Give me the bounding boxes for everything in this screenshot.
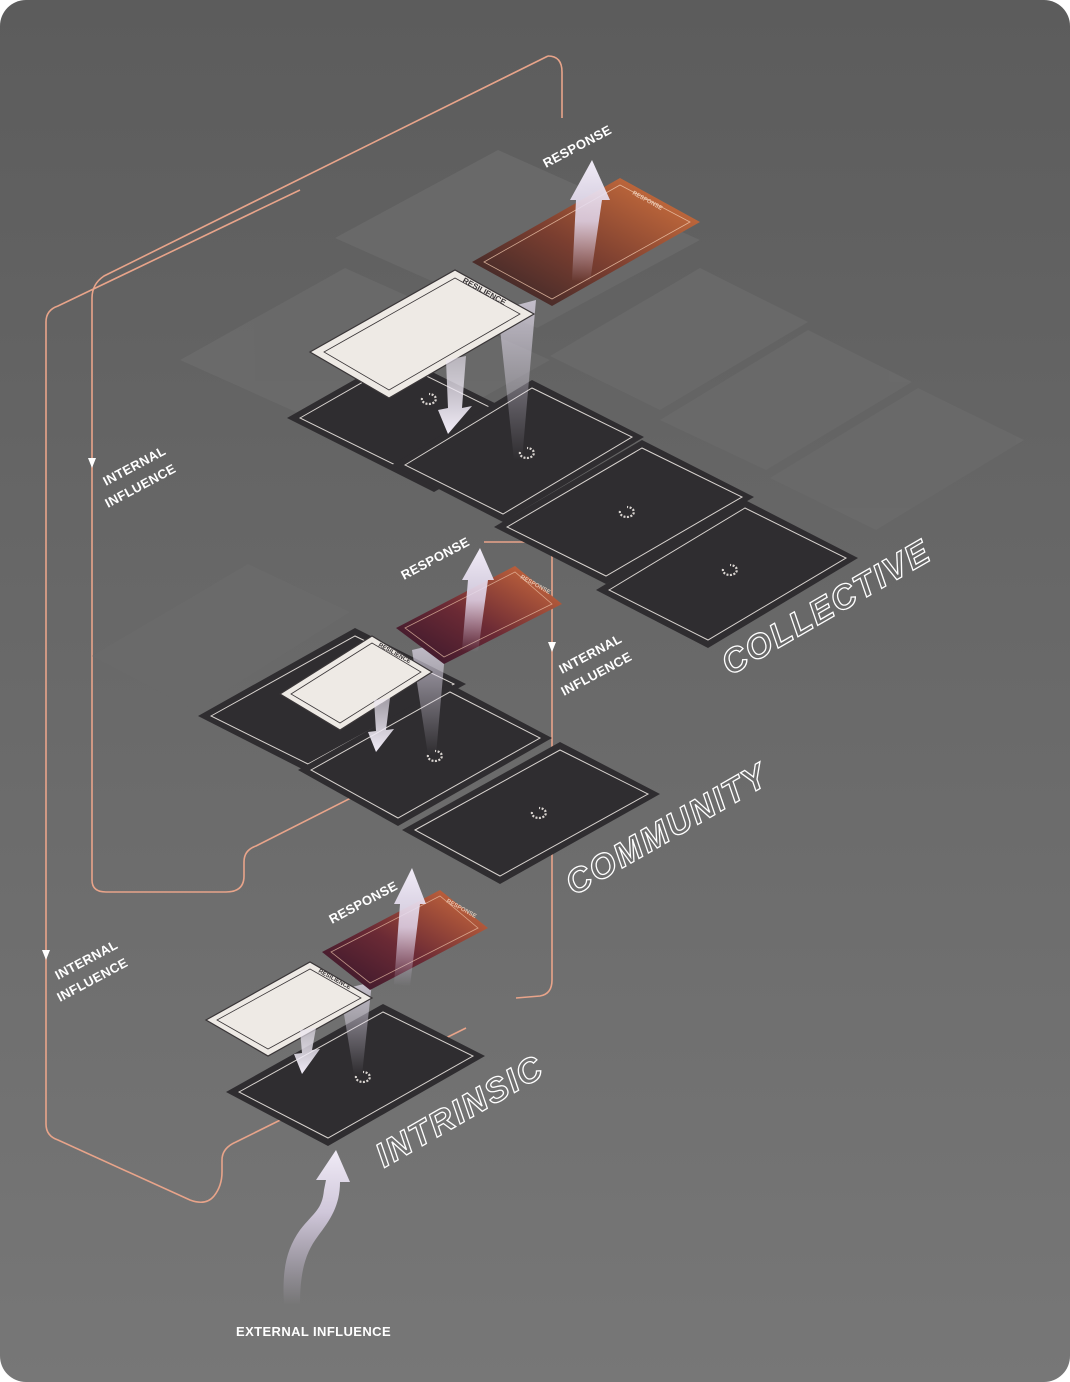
ring-icon: [354, 1070, 371, 1084]
external-influence-label: EXTERNAL INFLUENCE: [236, 1324, 391, 1339]
influence-connectors: [45, 55, 563, 1204]
connector-arrowheads: [42, 458, 556, 960]
collective-resilience-card: RESILIENCE: [308, 269, 536, 399]
down-arrows: [294, 356, 472, 1074]
ring-icon: [426, 749, 443, 763]
arrow-up-icon: [570, 160, 610, 282]
collective-tile-3: [494, 440, 754, 584]
arrow-down-icon: [438, 356, 472, 434]
community-tile-2: [298, 684, 552, 826]
ring-icon: [618, 505, 635, 519]
response-arrows: [394, 160, 610, 986]
ring-icon: [420, 392, 437, 406]
arrow-up-icon: [462, 548, 494, 652]
arrow-up-icon: [394, 868, 426, 986]
ring-icon: [530, 806, 547, 820]
arrow-down-icon: [294, 1028, 320, 1074]
arrow-down-icon: [368, 698, 394, 752]
external-influence-arrow: [283, 1150, 350, 1305]
ring-icon: [721, 563, 738, 577]
ring-icon: [518, 446, 535, 460]
circle-icons: [354, 392, 738, 1084]
